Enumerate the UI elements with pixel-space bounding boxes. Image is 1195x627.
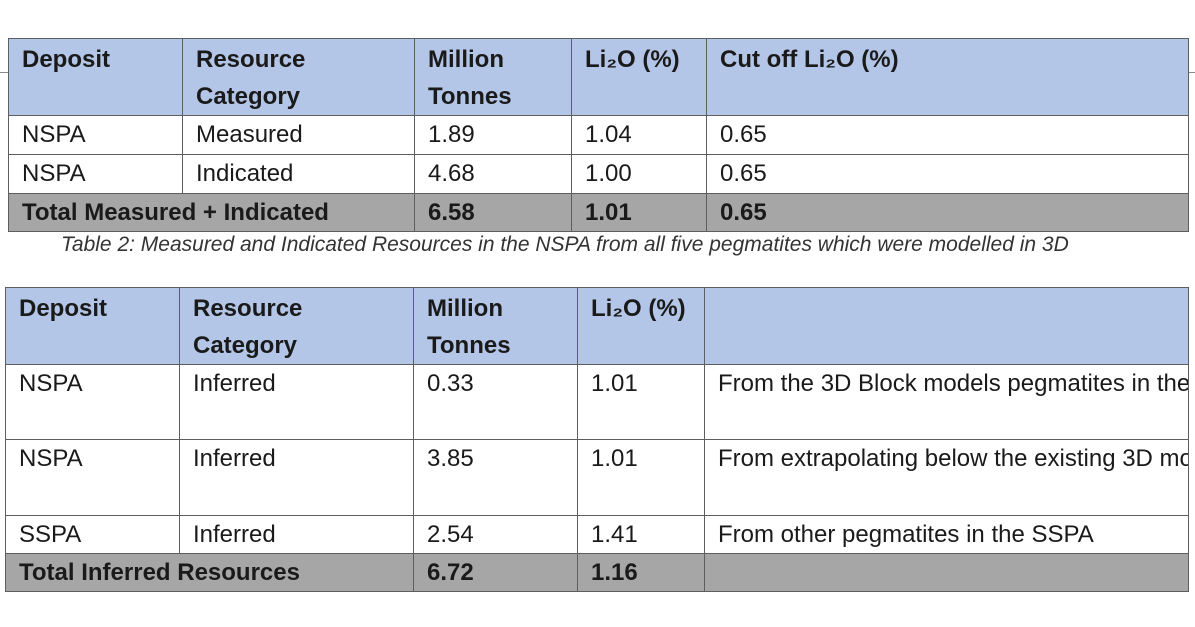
cell-deposit: SSPA <box>5 515 180 554</box>
cell-deposit: NSPA <box>8 115 183 155</box>
total-tonnes: 6.58 <box>414 193 572 232</box>
table-row: SSPA Inferred 2.54 1.41 From other pegma… <box>5 515 1189 554</box>
header-li2o-percent: Li₂O (%) <box>571 38 707 116</box>
total-row: Total Measured + Indicated 6.58 1.01 0.6… <box>8 193 1189 232</box>
measured-indicated-table: Deposit Resource Category Million Tonnes… <box>8 38 1189 232</box>
header-notes <box>704 287 1189 365</box>
header-cutoff-li2o: Cut off Li₂O (%) <box>706 38 1189 116</box>
cell-deposit: NSPA <box>8 154 183 194</box>
cell-note: From other pegmatites in the SSPA <box>704 515 1189 554</box>
cell-tonnes: 3.85 <box>413 439 578 516</box>
cell-category: Inferred <box>179 515 414 554</box>
table-header-row: Deposit Resource Category Million Tonnes… <box>8 38 1189 116</box>
total-cutoff: 0.65 <box>706 193 1189 232</box>
total-note <box>704 553 1189 592</box>
cell-li2o: 1.00 <box>571 154 707 194</box>
table-caption: Table 2: Measured and Indicated Resource… <box>61 233 1069 256</box>
cell-li2o: 1.04 <box>571 115 707 155</box>
table-row: NSPA Indicated 4.68 1.00 0.65 <box>8 154 1189 194</box>
header-million-tonnes: Million Tonnes <box>413 287 578 365</box>
cell-li2o: 1.41 <box>577 515 705 554</box>
table-header-row: Deposit Resource Category Million Tonnes… <box>5 287 1189 365</box>
cell-tonnes: 2.54 <box>413 515 578 554</box>
cell-tonnes: 0.33 <box>413 364 578 440</box>
cell-tonnes: 4.68 <box>414 154 572 194</box>
cell-note: From extrapolating below the existing 3D… <box>704 439 1189 516</box>
total-li2o: 1.16 <box>577 553 705 592</box>
cell-category: Indicated <box>182 154 415 194</box>
header-million-tonnes: Million Tonnes <box>414 38 572 116</box>
cell-cutoff: 0.65 <box>706 115 1189 155</box>
total-label: Total Inferred Resources <box>5 553 414 592</box>
cell-deposit: NSPA <box>5 364 180 440</box>
header-li2o-percent: Li₂O (%) <box>577 287 705 365</box>
cell-tonnes: 1.89 <box>414 115 572 155</box>
cell-li2o: 1.01 <box>577 439 705 516</box>
header-deposit: Deposit <box>8 38 183 116</box>
total-label: Total Measured + Indicated <box>8 193 415 232</box>
table-row: NSPA Inferred 3.85 1.01 From extrapolati… <box>5 439 1189 516</box>
total-row: Total Inferred Resources 6.72 1.16 <box>5 553 1189 592</box>
header-resource-category: Resource Category <box>182 38 415 116</box>
cell-category: Inferred <box>179 364 414 440</box>
header-deposit: Deposit <box>5 287 180 365</box>
total-tonnes: 6.72 <box>413 553 578 592</box>
cell-li2o: 1.01 <box>577 364 705 440</box>
table-row: NSPA Inferred 0.33 1.01 From the 3D Bloc… <box>5 364 1189 440</box>
header-resource-category: Resource Category <box>179 287 414 365</box>
cell-deposit: NSPA <box>5 439 180 516</box>
cell-category: Measured <box>182 115 415 155</box>
inferred-resources-table: Deposit Resource Category Million Tonnes… <box>5 287 1189 592</box>
cell-category: Inferred <box>179 439 414 516</box>
cell-cutoff: 0.65 <box>706 154 1189 194</box>
table-row: NSPA Measured 1.89 1.04 0.65 <box>8 115 1189 155</box>
total-li2o: 1.01 <box>571 193 707 232</box>
cell-note: From the 3D Block models pegmatites in t… <box>704 364 1189 440</box>
